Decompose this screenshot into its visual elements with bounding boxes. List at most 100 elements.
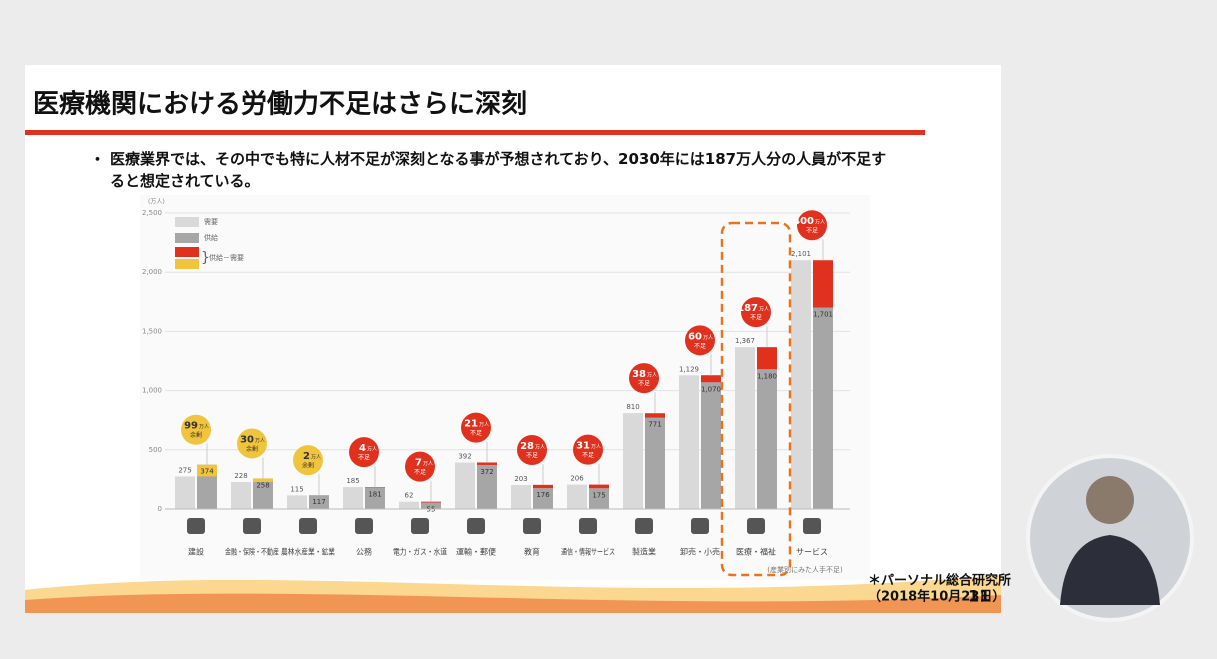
supply-label: 181: [368, 491, 381, 499]
gap-unit: 万人: [535, 444, 545, 450]
demand-bar: [791, 260, 811, 509]
x-tick-label: 建設: [188, 547, 204, 557]
bullet-text: 医療業界では、その中でも特に人材不足が深刻となる事が予想されており、2030年に…: [110, 150, 887, 190]
demand-bar: [679, 375, 699, 509]
gap-unit: 万人: [311, 455, 321, 461]
gap-kind: 余剰: [302, 462, 314, 470]
demand-bar: [567, 484, 587, 509]
gap-kind: 不足: [806, 228, 818, 235]
source: ＊パーソナル総合研究所: [868, 573, 1011, 589]
demand-bar: [343, 487, 363, 509]
gap-value: 99: [184, 421, 198, 432]
supply-bar: [701, 382, 721, 509]
speaker-body: [1060, 535, 1160, 605]
supply-bar: [477, 464, 497, 509]
legend-label: 供給－需要: [209, 253, 244, 262]
surplus-segment: [197, 464, 217, 477]
gap-bubble: [685, 325, 715, 356]
y-tick-label: 2,500: [142, 209, 162, 217]
gap-kind: 不足: [750, 315, 762, 322]
shortage-segment: [421, 501, 441, 503]
legend-label: 需要: [204, 218, 218, 226]
gap-bubble: [797, 210, 827, 241]
supply-bar: [253, 478, 273, 509]
supply-bar: [533, 488, 553, 509]
category-icon: [467, 518, 485, 534]
gap-unit: 万人: [367, 447, 377, 453]
gap-value: 28: [520, 441, 534, 452]
gap-bubble: [181, 414, 211, 445]
legend-label: 供給: [204, 233, 218, 242]
legend-swatch: [175, 259, 199, 269]
wave: [25, 593, 1001, 613]
demand-label: 62: [405, 492, 414, 500]
demand-bar: [735, 347, 755, 509]
gap-bubble: [573, 434, 603, 465]
x-tick-label: 運輸・郵便: [456, 547, 496, 557]
demand-bar: [287, 495, 307, 509]
supply-label: 771: [648, 421, 661, 429]
page-number: 11: [968, 587, 990, 606]
y-tick-label: 1,000: [142, 387, 162, 395]
gap-bubble: [629, 363, 659, 394]
shortage-segment: [645, 413, 665, 418]
gap-bubble: [349, 437, 379, 468]
supply-label: 1,070: [701, 385, 721, 393]
demand-label: 206: [570, 475, 584, 483]
gap-bubble: [517, 434, 547, 465]
category-icon: [523, 518, 541, 534]
y-tick-label: 1,500: [142, 327, 162, 335]
gap-value: 2: [303, 451, 310, 462]
x-tick-label: 電力・ガス・水道: [393, 547, 447, 557]
gap-kind: 不足: [470, 430, 482, 437]
supply-bar: [645, 417, 665, 509]
x-tick-label: 農林水産業・鉱業: [281, 547, 335, 557]
supply-bar: [813, 307, 833, 509]
demand-bar: [623, 413, 643, 509]
gap-kind: 余剰: [190, 431, 202, 439]
gap-bubble: [293, 445, 323, 476]
gap-value: 30: [240, 434, 254, 445]
legend-brace: }: [201, 250, 210, 266]
x-tick-label: 通信・情報サービス: [561, 547, 615, 557]
gap-unit: 万人: [647, 373, 657, 379]
surplus-segment: [253, 478, 273, 483]
x-tick-label: 医療・福祉: [736, 547, 776, 557]
x-tick-label: 金融・保険・不動産: [225, 547, 279, 557]
demand-label: 115: [290, 485, 303, 493]
supply-bar: [309, 495, 329, 509]
legend-swatch: [175, 247, 199, 257]
gap-value: 187: [737, 303, 758, 314]
gap-value: 60: [688, 331, 702, 342]
gap-kind: 不足: [526, 452, 538, 459]
gap-bubble: [405, 451, 435, 482]
gap-kind: 不足: [638, 381, 650, 388]
x-tick-label: 教育: [524, 547, 540, 557]
demand-label: 2,101: [791, 250, 811, 258]
gap-value: 7: [415, 458, 422, 469]
shortage-segment: [477, 462, 497, 465]
title-rule: [25, 130, 925, 135]
demand-label: 275: [178, 466, 191, 474]
supply-bar: [421, 502, 441, 509]
category-icon: [299, 518, 317, 534]
demand-bar: [175, 476, 195, 509]
category-icon: [691, 518, 709, 534]
supply-label: 176: [536, 491, 550, 499]
gap-kind: 余剰: [246, 445, 258, 453]
category-icon: [187, 518, 205, 534]
shortage-segment: [757, 347, 777, 370]
demand-label: 810: [626, 403, 639, 411]
x-tick-label: 公務: [356, 547, 372, 557]
gap-bubble: [237, 428, 267, 459]
supply-label: 258: [256, 481, 269, 489]
category-icon: [803, 518, 821, 534]
category-icon: [747, 518, 765, 534]
gap-unit: 万人: [255, 438, 265, 444]
shortage-segment: [533, 484, 553, 489]
supply-label: 372: [480, 468, 493, 476]
gap-unit: 万人: [703, 335, 713, 341]
supply-bar: [365, 487, 385, 509]
